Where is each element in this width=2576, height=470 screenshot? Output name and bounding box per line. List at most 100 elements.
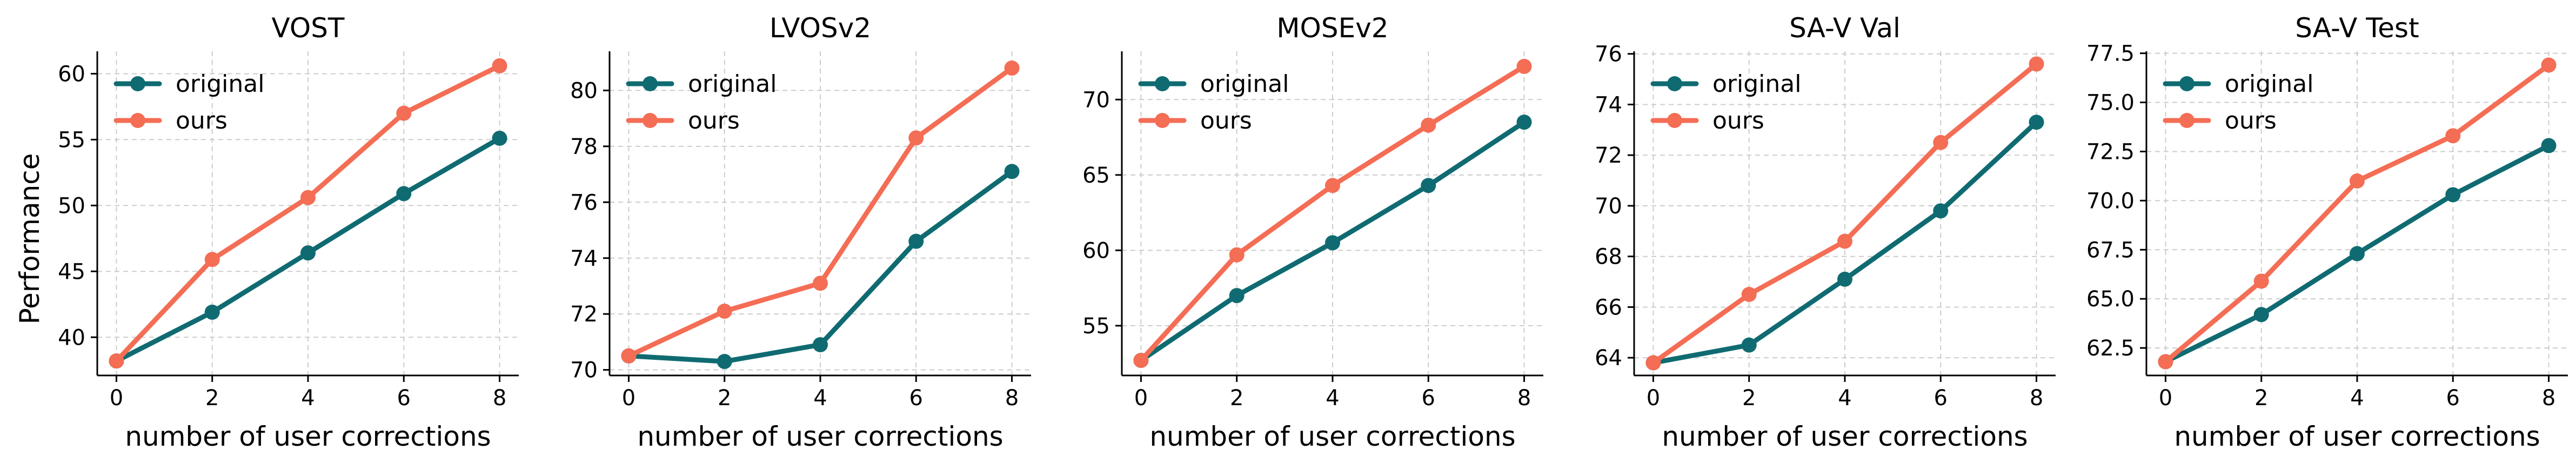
y-tick-label: 70.0 xyxy=(2086,189,2135,213)
data-point-ours xyxy=(1325,178,1340,193)
data-point-ours xyxy=(2350,173,2365,189)
data-point-original xyxy=(2253,307,2269,323)
series-line-ours xyxy=(1139,64,1527,363)
panel-3: 0 2 4 6 8 55 60 65 70 MOSEv2 number of user correc… xyxy=(1082,12,1543,452)
x-axis-label: number of user corrections xyxy=(637,421,1003,452)
panel-1: 0 2 4 6 8 40 45 50 55 60 VOST number of user correc… xyxy=(58,12,519,452)
legend-marker-original xyxy=(130,76,145,91)
data-point-ours xyxy=(396,105,412,121)
y-tick-label: 65.0 xyxy=(2086,287,2135,312)
y-axis-label: Performance xyxy=(14,153,45,325)
x-tick-label: 2 xyxy=(205,386,219,411)
data-point-ours xyxy=(1741,287,1757,302)
x-axis-label: number of user corrections xyxy=(1149,421,1515,452)
data-point-original xyxy=(1516,115,1532,130)
y-tick-label: 60 xyxy=(58,62,85,86)
legend-label-ours: ours xyxy=(176,107,228,135)
data-point-original xyxy=(204,304,220,320)
x-tick-label: 6 xyxy=(397,386,411,411)
data-point-ours xyxy=(1421,117,1436,133)
x-tick-label: 8 xyxy=(2030,386,2043,411)
x-tick-label: 2 xyxy=(1230,386,1243,411)
legend-label-original: original xyxy=(2225,70,2313,98)
y-tick-label: 64 xyxy=(1595,346,1622,371)
data-point-ours xyxy=(1933,135,1949,150)
legend: original ours xyxy=(1138,70,1289,135)
y-tick-label: 70 xyxy=(1082,88,1110,112)
y-tick-label: 75.0 xyxy=(2086,91,2135,116)
data-point-ours xyxy=(109,353,124,369)
legend-label-original: original xyxy=(1200,70,1289,98)
y-tick-label: 77.5 xyxy=(2086,42,2135,66)
x-tick-label: 2 xyxy=(2254,386,2268,411)
legend-marker-ours xyxy=(1667,113,1682,128)
x-tick-label: 8 xyxy=(1517,386,1531,411)
y-tick-label: 74 xyxy=(570,246,598,271)
x-axis-label: number of user corrections xyxy=(2174,421,2540,452)
panel-title: MOSEv2 xyxy=(1276,12,1388,44)
y-tick-label: 72 xyxy=(570,302,598,327)
x-tick-label: 4 xyxy=(813,386,827,411)
y-tick-label: 68 xyxy=(1595,245,1622,270)
y-tick-label: 55 xyxy=(1082,314,1110,339)
panel-title: LVOSv2 xyxy=(770,12,871,44)
y-tick-label: 45 xyxy=(58,259,85,284)
legend-marker-original xyxy=(1667,76,1682,91)
x-tick-label: 0 xyxy=(2159,386,2172,411)
y-tick-label: 80 xyxy=(570,78,598,103)
x-tick-label: 4 xyxy=(1326,386,1339,411)
legend: original ours xyxy=(1650,70,1801,135)
data-point-ours xyxy=(1645,355,1661,371)
data-point-original xyxy=(396,186,412,202)
series-line-ours xyxy=(2163,63,2551,364)
data-point-original xyxy=(2350,246,2365,261)
y-tick-label: 40 xyxy=(58,325,85,350)
legend-label-original: original xyxy=(176,70,264,98)
y-tick-label: 70 xyxy=(1595,194,1622,219)
x-tick-label: 0 xyxy=(1134,386,1148,411)
y-tick-label: 55 xyxy=(58,127,85,152)
x-axis-label: number of user corrections xyxy=(125,421,491,452)
x-tick-label: 4 xyxy=(301,386,315,411)
data-point-original xyxy=(1837,271,1852,287)
x-axis-label: number of user corrections xyxy=(1662,421,2028,452)
data-point-original xyxy=(2541,138,2557,153)
data-point-ours xyxy=(492,58,507,73)
data-point-ours xyxy=(2158,354,2173,370)
y-tick-label: 72 xyxy=(1595,143,1622,168)
x-tick-label: 8 xyxy=(2542,386,2555,411)
legend-marker-ours xyxy=(2179,113,2194,128)
legend-marker-original xyxy=(643,76,658,91)
data-point-ours xyxy=(2029,56,2044,72)
data-point-ours xyxy=(2253,273,2269,289)
data-point-original xyxy=(908,233,924,249)
y-tick-label: 74 xyxy=(1595,92,1622,117)
legend-marker-ours xyxy=(643,113,658,128)
y-tick-label: 67.5 xyxy=(2086,238,2135,263)
panel-title: SA-V Test xyxy=(2295,12,2419,44)
panel-title: SA-V Val xyxy=(1789,12,1901,44)
legend-marker-original xyxy=(2179,76,2194,91)
data-point-ours xyxy=(1516,58,1532,74)
data-point-ours xyxy=(204,252,220,267)
x-tick-label: 6 xyxy=(2446,386,2460,411)
legend-marker-ours xyxy=(130,113,145,128)
data-point-original xyxy=(1229,288,1244,304)
series-line-ours xyxy=(1651,61,2039,366)
data-point-original xyxy=(1421,178,1436,193)
y-tick-label: 66 xyxy=(1595,295,1622,320)
x-tick-label: 8 xyxy=(1005,386,1019,411)
y-tick-label: 50 xyxy=(58,193,85,218)
panel-5: 0 2 4 6 8 62.5 65.0 67.5 70.0 72.5 75.0 77.5 SA-V Te… xyxy=(2086,12,2568,452)
y-tick-label: 72.5 xyxy=(2086,139,2135,164)
y-tick-label: 76 xyxy=(1595,42,1622,67)
legend-marker-original xyxy=(1155,76,1170,91)
legend-label-ours: ours xyxy=(2225,107,2277,135)
y-tick-label: 70 xyxy=(570,358,598,383)
data-point-ours xyxy=(1229,247,1244,263)
legend: original ours xyxy=(113,70,264,135)
panel-title: VOST xyxy=(272,12,345,44)
x-tick-label: 8 xyxy=(493,386,506,411)
y-tick-label: 62.5 xyxy=(2086,336,2135,361)
